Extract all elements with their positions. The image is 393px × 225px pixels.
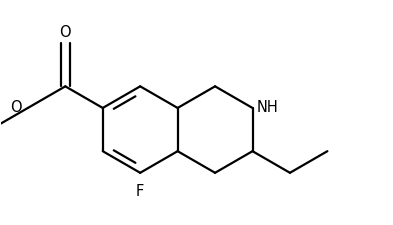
- Text: NH: NH: [257, 100, 279, 115]
- Text: F: F: [136, 184, 144, 199]
- Text: O: O: [11, 100, 22, 115]
- Text: O: O: [59, 25, 71, 40]
